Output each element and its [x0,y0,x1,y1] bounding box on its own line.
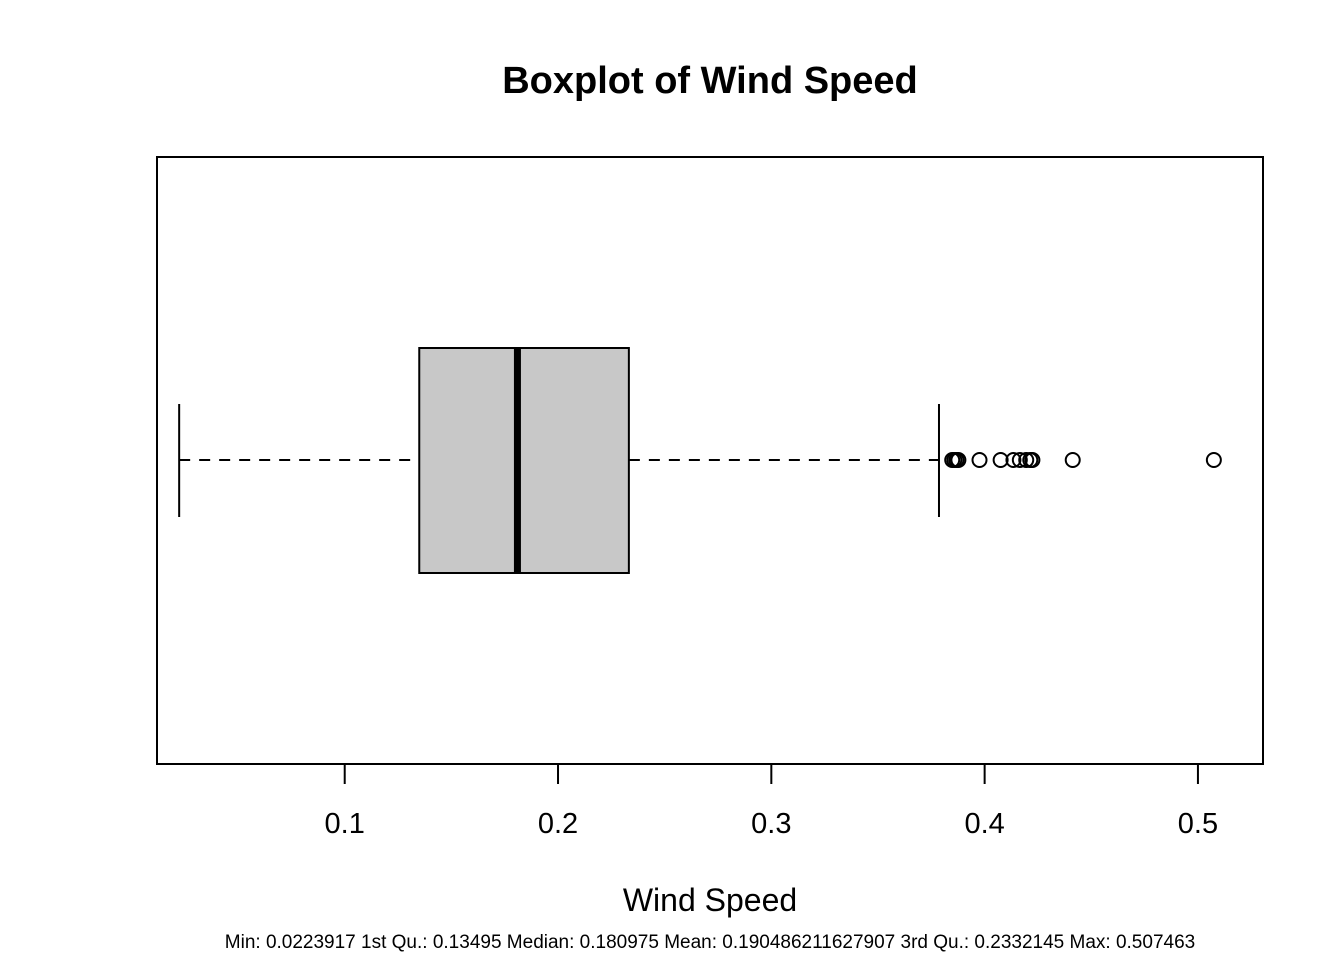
outlier-point-7 [1011,452,1028,468]
outlier-point-3 [950,452,967,468]
outlier-point-4 [971,452,988,468]
outlier-point-6 [1005,452,1022,468]
x-axis-label: Wind Speed [623,882,797,918]
x-tick-label-2: 0.3 [751,808,791,840]
outlier-point-8 [1018,452,1035,468]
outlier-point-12 [1205,452,1222,468]
x-tick-label-4: 0.5 [1178,808,1218,840]
x-tick-label-3: 0.4 [964,808,1004,840]
interquartile-box [418,347,630,574]
chart-title: Boxplot of Wind Speed [502,60,918,102]
plot-marks [178,347,1222,574]
outlier-point-5 [992,452,1009,468]
x-axis: 0.1 0.2 0.3 0.4 0.5 [325,763,1218,840]
x-tick-label-1: 0.2 [538,808,578,840]
outlier-point-10 [1024,452,1041,468]
summary-statistics: Min: 0.0223917 1st Qu.: 0.13495 Median: … [225,932,1195,953]
outlier-point-11 [1064,452,1081,468]
x-tick-label-0: 0.1 [325,808,365,840]
